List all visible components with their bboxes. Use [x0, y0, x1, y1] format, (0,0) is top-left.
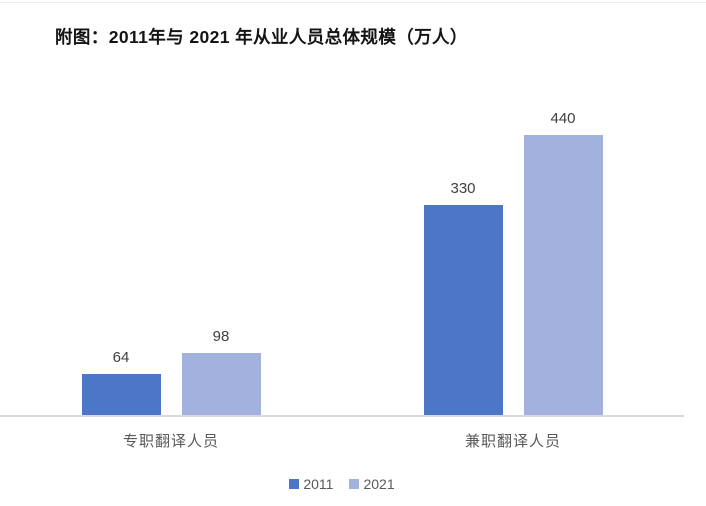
bar-group: 64 98: [0, 329, 342, 415]
bar-2011: [423, 205, 503, 415]
bar-2021: [181, 353, 261, 415]
bar-column: 98: [181, 328, 261, 415]
plot-area: 64 98 330 440: [0, 111, 684, 417]
legend-label: 2021: [363, 476, 395, 492]
category-axis: 专职翻译人员 兼职翻译人员: [0, 430, 684, 451]
chart-title: 附图：2011年与 2021 年从业人员总体规模（万人）: [55, 27, 468, 47]
bar-group: 330 440: [342, 111, 684, 415]
category-label: 兼职翻译人员: [464, 433, 561, 450]
page-top-border: [0, 2, 706, 3]
legend-swatch-icon: [289, 479, 300, 489]
legend-item: 2021: [349, 476, 395, 492]
legend-swatch-icon: [349, 479, 360, 489]
bar-column: 64: [81, 349, 161, 415]
legend-label: 2011: [303, 476, 334, 492]
category-label: 专职翻译人员: [122, 433, 219, 450]
data-label: 330: [450, 180, 476, 197]
data-label: 98: [212, 328, 230, 345]
data-label: 64: [112, 349, 130, 366]
chart-legend: 2011 2021: [0, 476, 684, 492]
bar-2011: [81, 374, 161, 415]
bar-2021: [523, 135, 603, 415]
legend-item: 2011: [289, 476, 333, 492]
data-label: 440: [550, 110, 576, 127]
bar-column: 440: [523, 110, 603, 415]
bar-column: 330: [423, 180, 503, 415]
